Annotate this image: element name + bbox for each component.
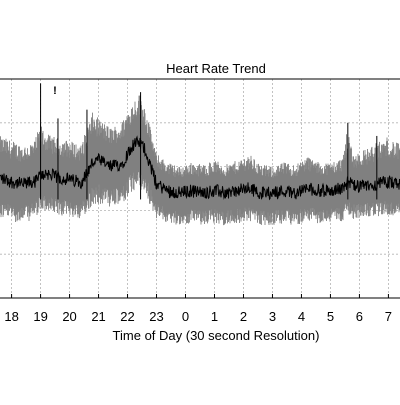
x-tick-label: 1 [211, 309, 218, 324]
x-tick-label: 5 [327, 309, 334, 324]
x-tick-label: 6 [356, 309, 363, 324]
x-axis-label: Time of Day (30 second Resolution) [113, 328, 320, 343]
hr-trend-line [0, 135, 400, 201]
series-trend [0, 135, 400, 201]
x-tick-label: 7 [385, 309, 392, 324]
chart-title: Heart Rate Trend [166, 61, 266, 76]
x-tick-label: 23 [149, 309, 163, 324]
plot-frame [0, 78, 400, 299]
x-tick-label: 21 [91, 309, 105, 324]
x-tick-label: 3 [269, 309, 276, 324]
chart-annotation: ! [53, 85, 57, 97]
x-tick-label: 4 [298, 309, 305, 324]
x-tick-label: 18 [4, 309, 18, 324]
x-tick-label: 2 [240, 309, 247, 324]
x-tick-label: 19 [33, 309, 47, 324]
x-tick-label: 20 [62, 309, 76, 324]
x-tick-label: 0 [182, 309, 189, 324]
x-tick-label: 22 [120, 309, 134, 324]
series-band [0, 83, 400, 226]
hr-range-band [0, 95, 400, 226]
x-ticks: 18 19 20 21 22 23 0 1 2 3 4 5 6 7 [4, 294, 392, 324]
